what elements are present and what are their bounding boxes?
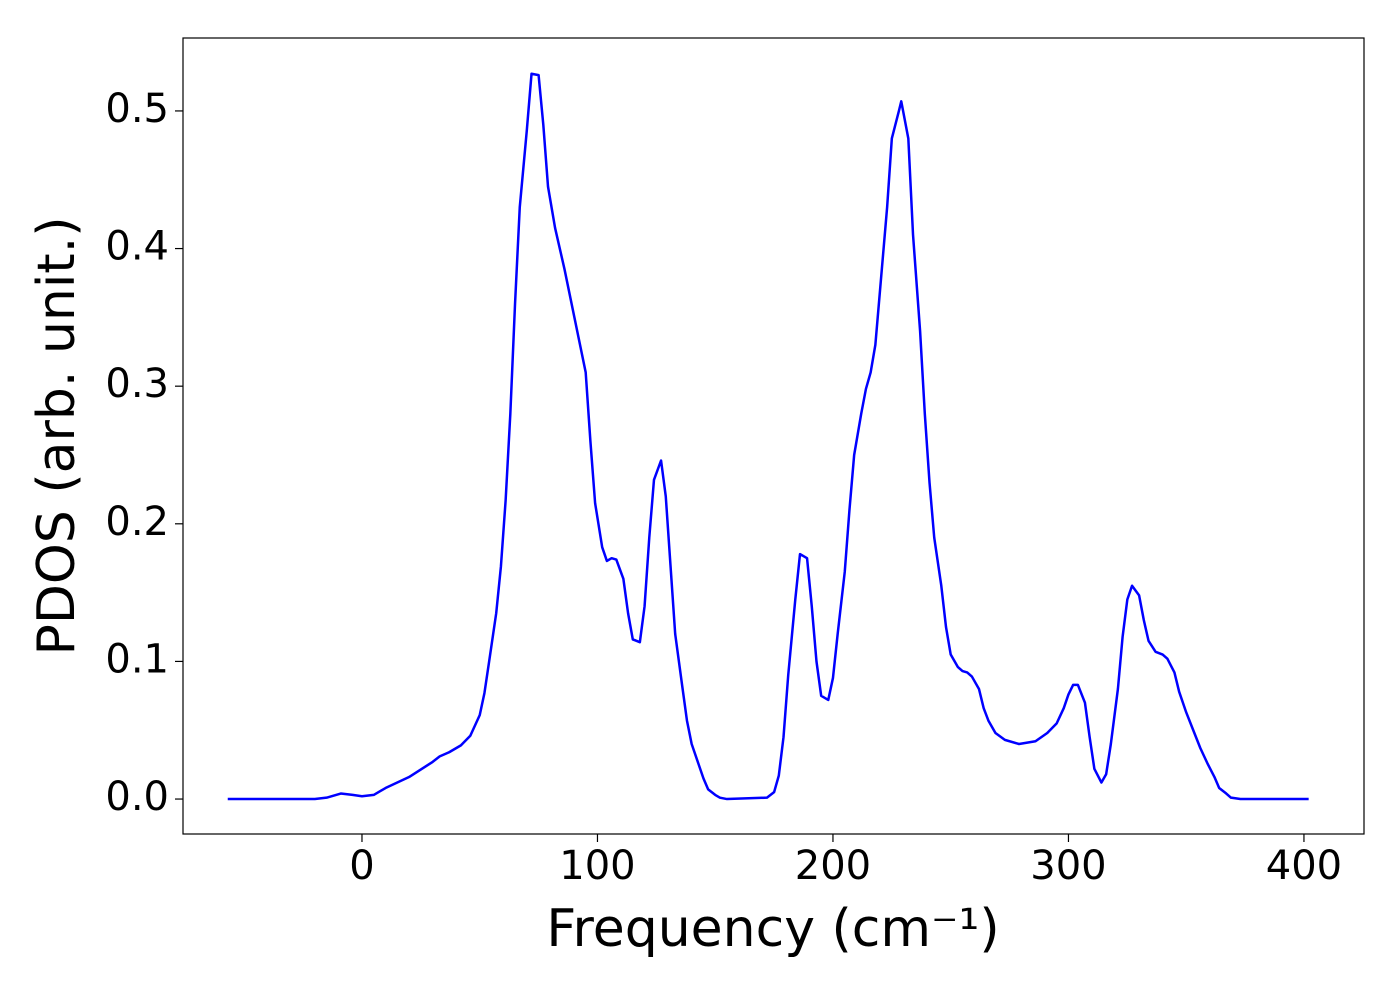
y-axis-label: PDOS (arb. unit.) [27, 216, 87, 655]
x-tick-label: 100 [559, 843, 635, 889]
x-tick-label: 200 [795, 843, 871, 889]
y-tick-label: 0.2 [105, 499, 169, 545]
y-tick-label: 0.4 [105, 224, 169, 270]
y-tick-label: 0.0 [105, 774, 169, 820]
y-tick-label: 0.5 [105, 86, 169, 132]
x-tick-label: 0 [349, 843, 374, 889]
data-line [227, 72, 1309, 801]
x-tick-label: 300 [1030, 843, 1106, 889]
plot-frame [182, 37, 1365, 835]
y-tick-label: 0.1 [105, 636, 169, 682]
x-tick-label: 400 [1266, 843, 1342, 889]
y-tick-label: 0.3 [105, 361, 169, 407]
x-axis-label: Frequency (cm⁻¹) [546, 899, 999, 959]
